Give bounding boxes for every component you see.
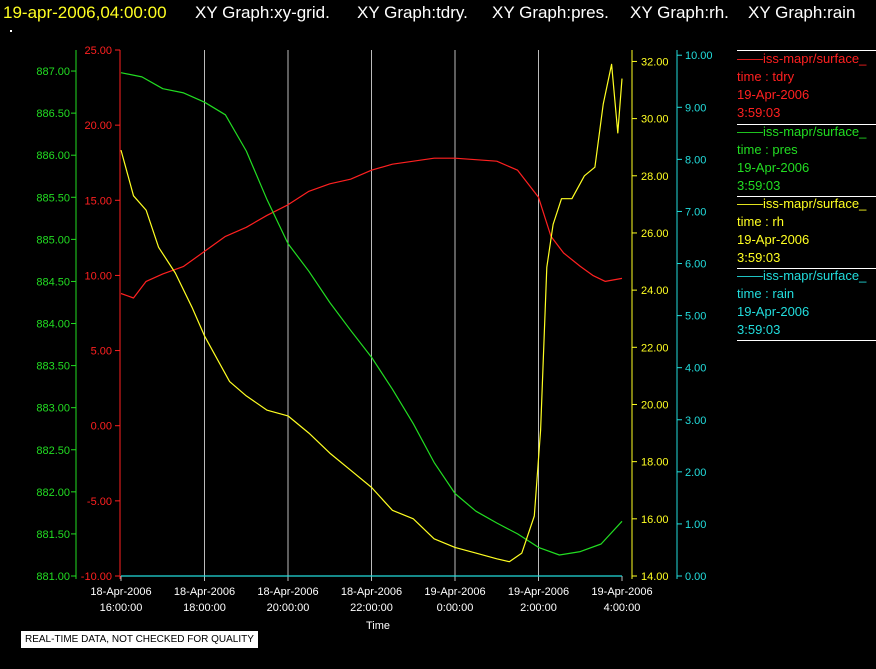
legend-entry-tdry: ——iss-mapr/surface_ time : tdry 19-Apr-2…: [737, 50, 866, 122]
pres-tick-label: 882.00: [36, 487, 70, 499]
pres-tick-label: 885.50: [36, 192, 70, 204]
header-timestamp: 19-apr-2006,04:00:00: [3, 3, 167, 22]
header-graph-pres: XY Graph:pres.: [492, 3, 609, 22]
rain-tick-label: 8.00: [685, 154, 706, 166]
tdry-tick-label: 20.00: [84, 120, 112, 132]
pres-tick-label: 881.00: [36, 571, 70, 583]
tdry-tick-label: 25.00: [84, 45, 112, 57]
legend-series-date: 19-Apr-2006: [737, 87, 810, 102]
pres-tick-label: 886.00: [36, 150, 70, 162]
x-tick-label-date: 18-Apr-2006: [257, 586, 318, 598]
x-tick-label-date: 19-Apr-2006: [508, 586, 569, 598]
rain-tick-label: 9.00: [685, 102, 706, 114]
rh-tick-label: 16.00: [641, 514, 669, 526]
legend-series-name: ——iss-mapr/surface_: [737, 124, 867, 139]
x-axis-label: Time: [366, 620, 390, 632]
tdry-tick-label: 0.00: [91, 421, 112, 433]
legend-series-var: time : pres: [737, 142, 798, 157]
chart-header: 19-apr-2006,04:00:00 XY Graph:xy-grid. X…: [0, 0, 876, 26]
pres-tick-label: 883.50: [36, 361, 70, 373]
x-tick-label-date: 19-Apr-2006: [591, 586, 652, 598]
x-tick-label-time: 20:00:00: [267, 602, 310, 614]
rain-tick-label: 1.00: [685, 519, 706, 531]
legend-entry-pres: ——iss-mapr/surface_ time : pres 19-Apr-2…: [737, 123, 866, 195]
legend-divider: [737, 124, 876, 125]
rain-tick-label: 6.00: [685, 259, 706, 271]
rh-tick-label: 24.00: [641, 285, 669, 297]
header-graph-rain: XY Graph:rain: [748, 3, 856, 22]
x-tick-label-time: 16:00:00: [100, 602, 143, 614]
legend-series-time: 3:59:03: [737, 178, 781, 193]
x-tick-label-time: 4:00:00: [604, 602, 641, 614]
tdry-tick-label: 5.00: [91, 346, 112, 358]
header-graph-rh: XY Graph:rh.: [630, 3, 729, 22]
legend-series-date: 19-Apr-2006: [737, 232, 810, 247]
x-tick-label-time: 2:00:00: [520, 602, 557, 614]
series-line-rh: [120, 63, 623, 563]
rh-tick-label: 32.00: [641, 56, 669, 68]
rain-tick-label: 0.00: [685, 571, 706, 583]
rh-tick-label: 18.00: [641, 457, 669, 469]
pres-tick-label: 884.50: [36, 276, 70, 288]
legend-series-time: 3:59:03: [737, 105, 781, 120]
x-tick-label-date: 18-Apr-2006: [341, 586, 402, 598]
legend-entry-rain: ——iss-mapr/surface_ time : rain 19-Apr-2…: [737, 267, 866, 339]
rain-tick-label: 3.00: [685, 415, 706, 427]
tdry-tick-label: 10.00: [84, 270, 112, 282]
legend-series-var: time : rain: [737, 286, 795, 301]
legend-divider: [737, 268, 876, 269]
pres-tick-label: 885.00: [36, 234, 70, 246]
x-tick-label-date: 18-Apr-2006: [90, 586, 151, 598]
rh-tick-label: 28.00: [641, 171, 669, 183]
tdry-tick-label: 15.00: [84, 195, 112, 207]
rain-tick-label: 4.00: [685, 363, 706, 375]
rh-tick-label: 22.00: [641, 342, 669, 354]
rain-tick-label: 2.00: [685, 467, 706, 479]
legend-series-date: 19-Apr-2006: [737, 160, 810, 175]
series-line-pres: [120, 72, 623, 556]
x-tick-label-date: 19-Apr-2006: [424, 586, 485, 598]
header-graph-xy-grid: XY Graph:xy-grid.: [195, 3, 330, 22]
rh-tick-label: 20.00: [641, 399, 669, 411]
rain-tick-label: 5.00: [685, 311, 706, 323]
pres-tick-label: 884.00: [36, 319, 70, 331]
x-tick-label-time: 0:00:00: [437, 602, 474, 614]
tdry-tick-label: -10.00: [81, 571, 112, 583]
series-line-tdry: [120, 157, 623, 299]
pres-tick-label: 883.00: [36, 403, 70, 415]
quality-notice: REAL-TIME DATA, NOT CHECKED FOR QUALITY: [20, 630, 259, 649]
header-graph-tdry: XY Graph:tdry.: [357, 3, 468, 22]
legend-divider: [737, 196, 876, 197]
rain-tick-label: 7.00: [685, 206, 706, 218]
x-tick-label-time: 22:00:00: [350, 602, 393, 614]
tdry-tick-label: -5.00: [87, 496, 112, 508]
legend-series-name: ——iss-mapr/surface_: [737, 268, 867, 283]
legend-series-time: 3:59:03: [737, 322, 781, 337]
legend-series-date: 19-Apr-2006: [737, 304, 810, 319]
x-tick-label-date: 18-Apr-2006: [174, 586, 235, 598]
marker-dot: [10, 30, 12, 32]
legend-series-var: time : tdry: [737, 69, 795, 84]
pres-tick-label: 887.00: [36, 66, 70, 78]
legend-series-time: 3:59:03: [737, 250, 781, 265]
pres-tick-label: 886.50: [36, 108, 70, 120]
rain-tick-label: 10.00: [685, 50, 713, 62]
x-tick-label-time: 18:00:00: [183, 602, 226, 614]
legend-series-name: ——iss-mapr/surface_: [737, 196, 867, 211]
rh-tick-label: 30.00: [641, 114, 669, 126]
legend-divider: [737, 340, 876, 341]
pres-tick-label: 882.50: [36, 445, 70, 457]
legend-divider: [737, 50, 876, 51]
legend-series-name: ——iss-mapr/surface_: [737, 51, 867, 66]
rh-tick-label: 26.00: [641, 228, 669, 240]
pres-tick-label: 881.50: [36, 529, 70, 541]
rh-tick-label: 14.00: [641, 571, 669, 583]
legend-entry-rh: ——iss-mapr/surface_ time : rh 19-Apr-200…: [737, 195, 866, 267]
legend-series-var: time : rh: [737, 214, 784, 229]
